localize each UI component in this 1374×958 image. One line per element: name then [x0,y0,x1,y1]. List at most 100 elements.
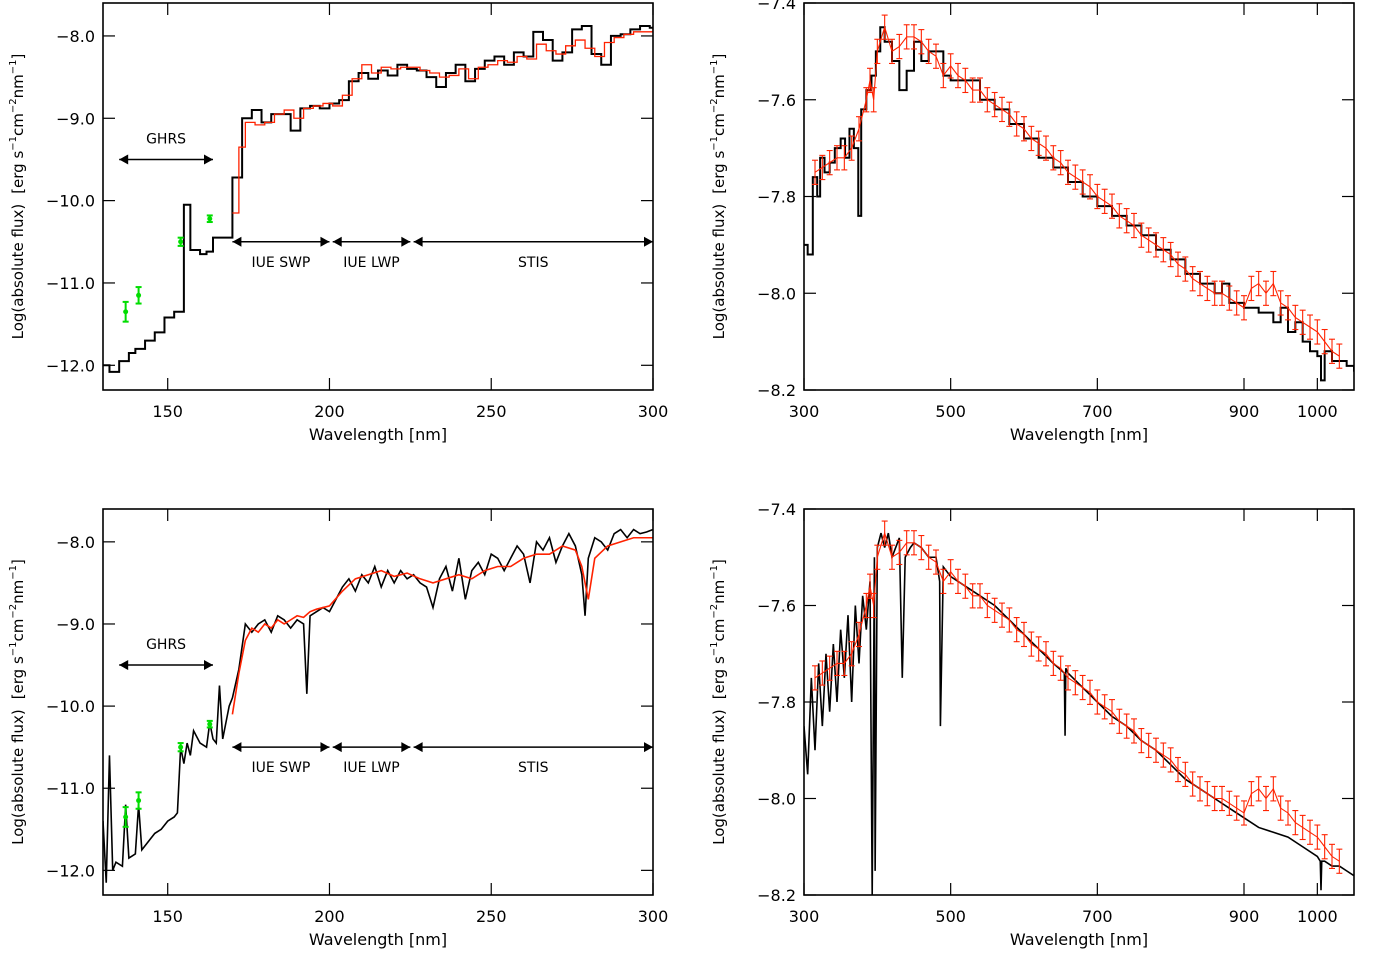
annotation-arrow-head-left [413,236,423,247]
observed-point [863,592,870,619]
observed-point [1035,636,1042,662]
observed-point [1145,227,1152,253]
observed-point [1182,256,1189,282]
observed-point [1160,742,1167,768]
annotation-arrow-head-right [204,660,213,671]
observed-point [1153,232,1159,258]
observed-point [1314,319,1321,345]
x-axis-label: Wavelength [nm] [309,930,447,949]
plot-area [804,520,1354,895]
observed-point [1197,776,1203,802]
observed-point [881,520,888,546]
y-axis-label-units: [erg s [9,656,27,699]
observed-point [834,650,840,677]
ghrs-marker [207,721,213,727]
observed-series-line [814,25,1340,357]
y-axis-label-exponent: −1 [709,641,720,656]
annotation-arrow-head-right [401,742,411,753]
observed-point [1079,169,1086,195]
y-tick-label: −7.6 [757,597,796,616]
observed-point [1006,101,1013,127]
y-tick-label: −11.0 [46,274,95,293]
x-tick-label: 250 [476,402,507,421]
ghrs-point [122,300,129,323]
observed-point [1094,183,1101,210]
observed-point [848,641,855,667]
observed-point [841,145,848,171]
observed-point [812,159,818,185]
observed-point [870,87,877,113]
chart-panel-2: 300 500 700 900 1000 −8.2 −8.0 −7.8 −7.6 −7.4 Wave… [709,0,1355,444]
observed-point [1197,270,1203,297]
observed-point [856,116,862,142]
observed-point [1065,665,1071,691]
observed-point [1189,771,1196,797]
observed-point [848,135,855,161]
x-tick-label: 500 [935,402,966,421]
observed-point [918,29,925,55]
observed-point [1079,674,1086,701]
y-axis-label-units: [erg s [710,656,728,699]
observed-point [1285,800,1291,826]
plot-area [103,528,653,883]
observed-point [1101,188,1108,214]
x-tick-label: 250 [476,907,507,926]
observed-point [896,539,903,566]
x-tick-label: 700 [1082,402,1113,421]
observed-point [1175,756,1181,783]
observed-point [1057,655,1064,681]
annotation-arrow-head-left [413,742,423,753]
annotation-label: STIS [518,255,549,271]
observed-point [925,38,932,65]
observed-point [1299,814,1306,841]
y-axis-label-quantity: Log(absolute flux) [710,204,728,340]
x-tick-label: 300 [638,402,669,421]
chart-panel-4: 300 500 700 900 1000 −8.2 −8.0 −7.8 −7.6 −7.4 Wave… [709,500,1355,949]
annotation-label: GHRS [146,131,186,147]
observed-point [863,87,870,113]
observed-point [940,568,947,594]
spectrum-series-1 [804,532,1354,895]
ghrs-point [135,791,142,810]
observed-point [1006,607,1013,633]
annotation-label: IUE SWP [252,760,311,776]
y-axis-label-exponent: −2 [709,604,720,619]
observed-point [1292,304,1299,331]
y-axis-label-quantity: Log(absolute flux) [710,709,728,845]
observed-point [826,149,833,176]
observed-point [1248,275,1255,302]
plot-frame [102,2,654,391]
observed-point [1043,135,1049,161]
observed-point [955,568,961,594]
x-tick-label: 300 [638,907,669,926]
observed-point [1087,174,1093,200]
ghrs-marker [178,239,184,245]
observed-point [889,38,895,65]
observed-point [1292,810,1299,836]
observed-point [874,544,881,570]
observed-point [1167,747,1174,773]
observed-point [1021,621,1027,648]
observed-point [1109,193,1115,219]
observed-point [1131,212,1137,239]
plot-area [804,14,1354,382]
y-axis-label-exponent: −1 [8,59,19,74]
observed-point [881,14,888,40]
observed-point [889,544,895,570]
y-axis-label-units-part: ] [710,54,728,60]
y-axis-label-units-part: cm [9,619,27,642]
observed-point [1175,251,1181,277]
observed-point [977,583,983,609]
spectrum-series-2 [232,28,653,214]
y-axis-label-exponent: −1 [8,136,19,151]
observed-point [826,655,833,681]
y-axis-label-exponent: −1 [8,641,19,656]
observed-point [1255,776,1262,802]
observed-point [1167,241,1174,268]
observed-point [870,592,877,619]
observed-point [812,665,818,691]
ghrs-point [206,214,213,224]
y-tick-label: −7.4 [757,500,796,519]
y-tick-label: −8.0 [757,790,796,809]
observed-point [1299,309,1306,335]
